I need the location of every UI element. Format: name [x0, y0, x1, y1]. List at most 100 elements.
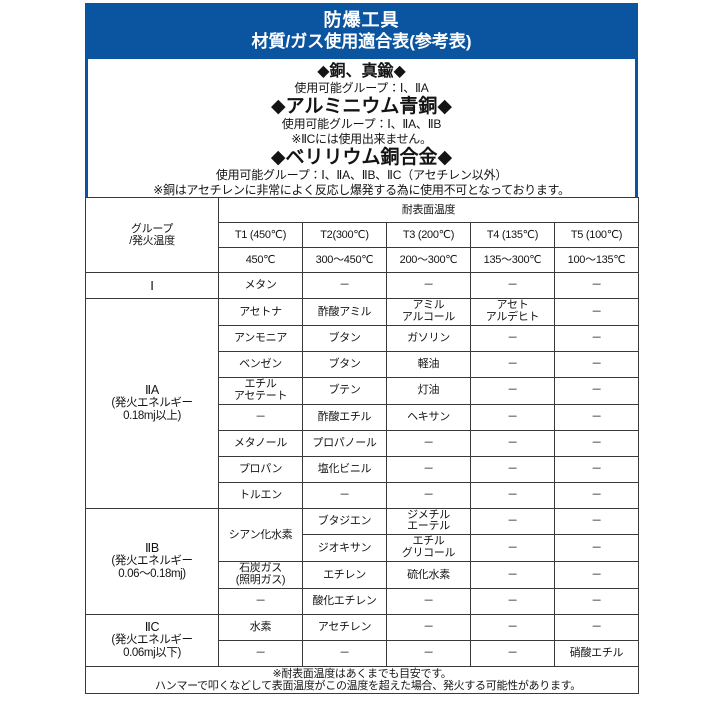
table-header-row-1: グループ/発火温度 耐表面温度: [85, 197, 640, 273]
data-cell: －: [386, 639, 471, 667]
data-cell: －: [470, 350, 555, 378]
data-cell: －: [553, 403, 640, 431]
data-cell: 軽油: [386, 350, 471, 378]
material-name-beryllium-copper: ◆ベリリウム銅合金◆: [270, 146, 453, 168]
group-label-main: ⅡA: [145, 383, 159, 398]
compatibility-table: グループ/発火温度 耐表面温度 T1 (450℃) T2(300℃) T3 (200℃)…: [84, 197, 640, 695]
data-cell: ジオキサン: [302, 534, 387, 562]
data-cell: －: [302, 481, 387, 509]
data-cell: 灯油: [386, 376, 471, 405]
data-cell: －: [302, 639, 387, 667]
data-cell: －: [218, 639, 303, 667]
data-cell: －: [470, 403, 555, 431]
data-cell: －: [553, 350, 640, 378]
table-row: 石炭ガス (照明ガス) エチレン 硫化水素－－: [86, 561, 640, 589]
data-cell: －: [470, 376, 555, 405]
data-cell: －: [386, 429, 471, 457]
data-cell: －: [386, 613, 471, 641]
data-cell: －: [553, 298, 640, 326]
data-cell: メタノール: [218, 429, 303, 457]
material-note-beryllium-copper: ※銅はアセチレンに非常によく反応し爆発する為に使用不可となっております。: [153, 183, 570, 198]
data-cell: －: [553, 613, 640, 641]
data-cell: －: [386, 455, 471, 483]
data-cell: －: [553, 481, 640, 509]
group-label-cell-ⅡA: ⅡA (発火エネルギー 0.18mj以上): [85, 298, 219, 509]
material-name-copper-brass: ◆銅、真鍮◆: [317, 62, 406, 80]
table-footnote-row: ※耐表面温度はあくまでも目安です。 ハンマーで叩くなどして表面温度がこの温度を超え…: [84, 665, 640, 695]
data-cell: －: [470, 639, 555, 667]
group-label-sub1: (発火エネルギー: [111, 397, 193, 410]
group-label-sub1: (発火エネルギー: [111, 634, 193, 647]
table-row: ベンゼン ブタン 軽油－－: [86, 350, 640, 378]
data-cell: －: [553, 507, 640, 536]
material-groups-aluminium-bronze: 使用可能グループ：Ⅰ、ⅡA、ⅡB: [281, 116, 442, 131]
data-cell: 硫化水素: [386, 561, 471, 589]
data-cell: 水素: [218, 613, 303, 641]
temp-range-header-1: 450℃: [218, 247, 303, 273]
temp-range-header-5: 100〜135℃: [553, 247, 640, 273]
data-cell: ブタジエン: [302, 507, 387, 536]
compatibility-table-wrapper: グループ/発火温度 耐表面温度 T1 (450℃) T2(300℃) T3 (200℃)…: [84, 197, 640, 695]
table-row: ジオキサン エチル グリコール－－: [86, 534, 640, 562]
group-label-sub2: 0.06〜0.18mj): [118, 568, 186, 581]
data-cell: ジメチル エーテル: [386, 507, 471, 536]
data-cell: ブテン: [302, 376, 387, 405]
data-cell: －: [470, 429, 555, 457]
table-row: ⅡC (発火エネルギー 0.06mj以下) 水素 アセチレン－－－: [85, 613, 640, 667]
data-cell: －: [553, 376, 640, 405]
data-cell: －: [553, 429, 640, 457]
data-cell: －: [302, 272, 387, 299]
group-label-sub1: (発火エネルギー: [111, 555, 193, 568]
data-cell: －: [470, 613, 555, 641]
data-cell: －: [553, 587, 640, 615]
header-banner: 防爆工具 材質/ガス使用適合表(参考表) ◆銅、真鍮◆ 使用可能グループ：Ⅰ、Ⅱ…: [85, 3, 638, 207]
group-label-main: ⅡC: [144, 620, 160, 635]
temp-class-header-2: T2(300℃): [302, 222, 387, 248]
temp-range-header-4: 135〜300℃: [470, 247, 555, 273]
data-cell: －: [470, 507, 555, 536]
table-row: －－－－硝酸エチル: [86, 639, 640, 667]
data-cell: －: [470, 561, 555, 589]
table-row: アンモニア ブタン ガソリン－－: [86, 324, 640, 352]
data-cell: 塩化ビニル: [302, 455, 387, 483]
data-cell: －: [470, 481, 555, 509]
data-cell: －: [553, 534, 640, 562]
table-row: メタノール プロパノール－－－: [86, 429, 640, 457]
group-label-main: ⅡB: [145, 541, 159, 556]
data-cell: ヘキサン: [386, 403, 471, 431]
table-row: Ⅰ メタン－－－－: [85, 272, 640, 299]
table-row: －酸化エチレン－－－: [86, 587, 640, 615]
banner-title-line2: 材質/ガス使用適合表(参考表): [251, 31, 472, 51]
data-cell: ベンゼン: [218, 350, 303, 378]
table-header-row-2: T1 (450℃) T2(300℃) T3 (200℃) T4 (135℃) T5 (1…: [86, 222, 640, 248]
material-groups-copper-brass: 使用可能グループ：Ⅰ、ⅡA: [294, 80, 429, 95]
banner-materials-block: ◆銅、真鍮◆ 使用可能グループ：Ⅰ、ⅡA ◆アルミニウム青銅◆ 使用可能グループ…: [88, 58, 635, 204]
data-cell: プロパン: [218, 455, 303, 483]
data-cell: シアン化水素: [218, 507, 303, 562]
group-label-sub2: 0.18mj以上): [123, 410, 181, 423]
data-cell: －: [218, 403, 303, 431]
material-groups-beryllium-copper: 使用可能グループ：Ⅰ、ⅡA、ⅡB、ⅡC（アセチレン以外）: [215, 168, 508, 183]
group-header-label-line1: グループ: [130, 222, 174, 235]
data-cell: －: [470, 324, 555, 352]
group-label-cell-ⅡB: ⅡB (発火エネルギー 0.06〜0.18mj): [85, 507, 219, 615]
data-cell: トルエン: [218, 481, 303, 509]
data-cell: プロパノール: [302, 429, 387, 457]
data-cell: エチル アセテート: [218, 376, 303, 405]
data-cell: 酢酸アミル: [302, 298, 387, 326]
group-label-main: Ⅰ: [150, 278, 154, 293]
material-name-aluminium-bronze: ◆アルミニウム青銅◆: [270, 95, 453, 117]
banner-title-block: 防爆工具 材質/ガス使用適合表(参考表): [88, 6, 635, 59]
data-cell: ブタン: [302, 324, 387, 352]
data-cell: アンモニア: [218, 324, 303, 352]
data-cell: －: [553, 272, 640, 299]
data-cell: エチル グリコール: [386, 534, 471, 562]
data-cell: メタン: [218, 272, 303, 299]
table-row: プロパン 塩化ビニル－－－: [86, 455, 640, 483]
temp-class-header-5: T5 (100℃): [553, 222, 640, 248]
data-cell: 酢酸エチル: [302, 403, 387, 431]
data-cell: アセトナ: [218, 298, 303, 326]
material-note-aluminium-bronze: ※ⅡCには使用出来ません。: [291, 131, 432, 146]
group-header-label-line2: /発火温度: [129, 235, 175, 247]
